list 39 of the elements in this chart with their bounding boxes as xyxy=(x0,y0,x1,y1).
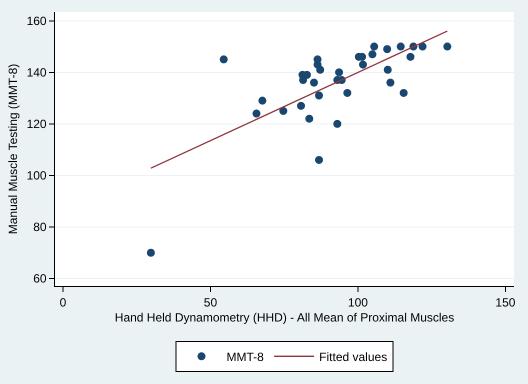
point xyxy=(343,88,352,97)
point xyxy=(370,42,378,51)
point xyxy=(333,120,342,128)
point xyxy=(315,156,324,164)
legend-label: MMT-8 xyxy=(226,350,264,364)
y-tick-label: 80 xyxy=(33,220,47,234)
point xyxy=(279,106,288,115)
point xyxy=(383,45,392,54)
point xyxy=(258,96,266,105)
point xyxy=(443,42,452,51)
point xyxy=(400,88,408,97)
y-axis-title: Manual Muscle Testing (MMT-8) xyxy=(6,64,20,234)
x-tick-label: 0 xyxy=(60,295,67,310)
point xyxy=(316,66,324,74)
point xyxy=(406,52,414,61)
y-tick-label: 120 xyxy=(26,117,47,132)
point xyxy=(396,42,405,51)
y-tick-label: 140 xyxy=(26,66,47,80)
point xyxy=(368,50,376,58)
y-tick-label: 60 xyxy=(33,272,47,286)
x-tick-label: 50 xyxy=(204,295,218,310)
point xyxy=(252,110,260,118)
point xyxy=(418,42,427,51)
point xyxy=(146,248,155,257)
point xyxy=(220,55,228,64)
legend-label: Fitted values xyxy=(319,350,388,364)
x-tick-label: 150 xyxy=(495,295,516,310)
y-tick-label: 160 xyxy=(26,14,47,28)
point xyxy=(386,78,394,87)
y-tick-label: 100 xyxy=(26,168,47,183)
x-axis-title: Hand Held Dynamometry (HHD) - All Mean of Proximal Muscles xyxy=(114,310,454,324)
point xyxy=(315,92,324,100)
x-tick-label: 100 xyxy=(348,295,368,310)
point xyxy=(310,78,318,87)
point xyxy=(305,114,314,123)
point xyxy=(358,60,367,69)
point xyxy=(335,68,344,76)
point xyxy=(384,66,392,74)
point xyxy=(297,102,306,110)
